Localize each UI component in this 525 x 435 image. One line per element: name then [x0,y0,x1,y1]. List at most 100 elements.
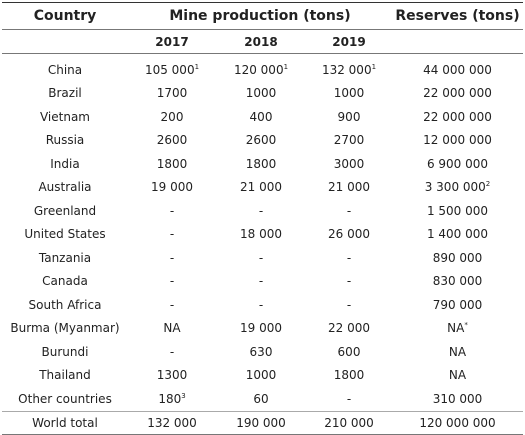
table-row: Russia 2600 2600 2700 12 000 000 [2,129,523,153]
production-2019-cell-value: 1800 [333,368,365,383]
production-2018-cell: 1800 [216,152,306,176]
country-cell: United States [2,223,128,247]
production-2019-cell-value: 900 [337,109,361,124]
table-row: Other countries 1803 60 - 310 000 [2,387,523,411]
country-cell-value: Burma (Myanmar) [10,321,120,336]
production-2018-cell-value: 1800 [245,156,277,171]
reserves-cell-value: 3 300 000 [424,180,486,195]
production-2018-cell-value: - [258,274,264,289]
reserves-cell-value: 830 000 [432,274,483,289]
production-2017-cell-value: - [169,297,175,312]
country-cell-value: China [47,62,83,77]
table-row: South Africa - - - 790 000 [2,293,523,317]
reserves-cell-value: 790 000 [432,297,483,312]
country-cell-value: Russia [45,133,85,148]
production-2019-cell: 1800 [306,364,392,388]
reserves-cell: NA [392,364,523,388]
reserves-cell-value: 1 500 000 [426,203,489,218]
header-reserves: Reserves (tons) [392,2,523,30]
country-cell-value: Tanzania [38,250,92,265]
production-2018-cell-value: - [258,297,264,312]
production-2017-cell-value: - [169,344,175,359]
reserves-cell-value: 310 000 [432,391,483,406]
reserves-cell-value: 44 000 000 [423,62,492,77]
production-2017-cell: - [128,199,216,223]
country-cell: Vietnam [2,105,128,129]
production-2018-cell-value: 19 000 [240,321,282,336]
production-2017-cell: 19 000 [128,176,216,200]
production-2018-cell-value: 2600 [245,133,277,148]
country-cell: Canada [2,270,128,294]
production-2019-cell-value: - [346,297,352,312]
table-row: Burundi - 630 600 NA [2,340,523,364]
reserves-cell: 890 000 [392,246,523,270]
country-cell-value: South Africa [28,297,102,312]
reserves-cell: 6 900 000 [392,152,523,176]
header-year-2017: 2017 [128,29,216,54]
country-cell: Burundi [2,340,128,364]
production-2018-cell-value: 630 [249,344,273,359]
production-2018-cell-value: 18 000 [240,227,282,242]
production-2019-cell: - [306,270,392,294]
country-cell-value: Greenland [33,203,97,218]
country-cell: India [2,152,128,176]
table-row: Greenland - - - 1 500 000 [2,199,523,223]
production-2019-cell: 900 [306,105,392,129]
production-2019-cell-value: 1000 [333,86,365,101]
production-2018-cell: 400 [216,105,306,129]
production-2019-cell: - [306,293,392,317]
country-cell-value: India [50,156,80,171]
production-2017-cell-value: - [169,203,175,218]
table-row: Australia 19 000 21 000 21 000 3 300 0002 [2,176,523,200]
footnote-marker: 2 [485,180,491,189]
production-2019-cell: 132 0001 [306,54,392,82]
reserves-cell-value: NA [447,321,465,336]
production-2018-cell: 1000 [216,364,306,388]
production-2018-cell: 630 [216,340,306,364]
production-2017-cell-value: 200 [160,109,184,124]
production-2019-cell: - [306,246,392,270]
table-row: Brazil 1700 1000 1000 22 000 000 [2,82,523,106]
production-2018-cell: - [216,293,306,317]
reserves-cell-value: 12 000 000 [423,133,492,148]
production-2017-cell-value: 180 [158,391,182,406]
reserves-cell: 830 000 [392,270,523,294]
reserves-cell: 790 000 [392,293,523,317]
production-2019-cell-value: - [346,250,352,265]
production-2018-cell-value: - [258,250,264,265]
production-2019-cell: 2700 [306,129,392,153]
reserves-cell-value: 22 000 000 [423,86,492,101]
production-2018-cell: 19 000 [216,317,306,341]
production-2019-cell-value: 21 000 [328,180,370,195]
table-row: India 1800 1800 3000 6 900 000 [2,152,523,176]
country-cell-value: Vietnam [39,109,90,124]
reserves-cell: 3 300 0002 [392,176,523,200]
footnote-marker: 3 [181,391,186,400]
production-2019-cell: 26 000 [306,223,392,247]
reserves-cell: 1 400 000 [392,223,523,247]
production-2017-cell-value: - [169,227,175,242]
production-2018-cell-value: 1000 [245,368,277,383]
table-row: Thailand 1300 1000 1800 NA [2,364,523,388]
production-2019-cell: 22 000 [306,317,392,341]
production-2018-cell-value: 400 [249,109,273,124]
production-2017-cell: 105 0001 [128,54,216,82]
footnote-marker: 1 [283,62,289,71]
production-2017-cell-value: NA [163,321,181,336]
reserves-cell: 310 000 [392,387,523,411]
country-cell: Brazil [2,82,128,106]
table-row: Canada - - - 830 000 [2,270,523,294]
country-cell-value: United States [24,227,106,242]
header-country: Country [2,2,128,30]
production-2019-cell-value: 2700 [333,133,365,148]
production-2019-cell-value: - [346,203,352,218]
production-2018-cell: - [216,270,306,294]
production-2018-cell: 1000 [216,82,306,106]
table-row: Tanzania - - - 890 000 [2,246,523,270]
table-row: United States - 18 000 26 000 1 400 000 [2,223,523,247]
country-cell: China [2,54,128,82]
production-2017-cell-value: 2600 [156,133,188,148]
country-cell: Thailand [2,364,128,388]
production-2017-cell-value: 105 000 [144,62,195,77]
